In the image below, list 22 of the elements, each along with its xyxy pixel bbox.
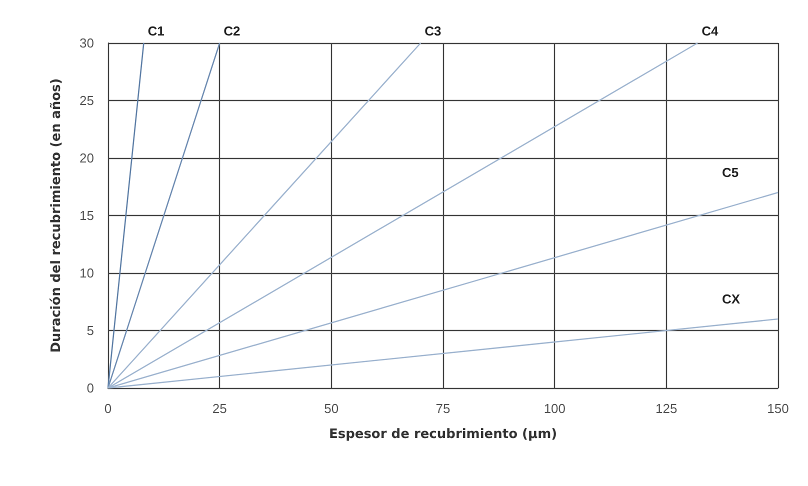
x-tick-label: 100 xyxy=(544,401,566,416)
y-tick-label: 20 xyxy=(80,150,94,166)
series-label: C3 xyxy=(424,24,442,38)
series-label: C2 xyxy=(224,24,240,38)
x-tick-label: 150 xyxy=(767,401,789,416)
y-tick-label: 30 xyxy=(80,36,94,50)
x-axis-title: Espesor de recubrimiento (µm) xyxy=(328,427,558,442)
y-tick-label: 5 xyxy=(86,323,94,338)
y-tick-label: 0 xyxy=(86,380,94,396)
x-tick-label: 125 xyxy=(655,401,678,416)
series-label: C1 xyxy=(148,24,164,38)
series-label: CX xyxy=(722,292,740,306)
y-tick-label: 10 xyxy=(80,266,94,280)
y-tick-label: 25 xyxy=(80,93,94,108)
series-label: C5 xyxy=(722,165,739,180)
x-tick-label: 25 xyxy=(212,401,227,416)
y-tick-label: 15 xyxy=(80,208,94,223)
y-axis-title: Duración del recubrimiento (en años) xyxy=(49,78,64,353)
x-tick-label: 75 xyxy=(436,401,450,416)
series-label: C4 xyxy=(702,24,719,38)
x-tick-label: 50 xyxy=(324,401,339,416)
x-tick-label: 0 xyxy=(104,401,112,416)
